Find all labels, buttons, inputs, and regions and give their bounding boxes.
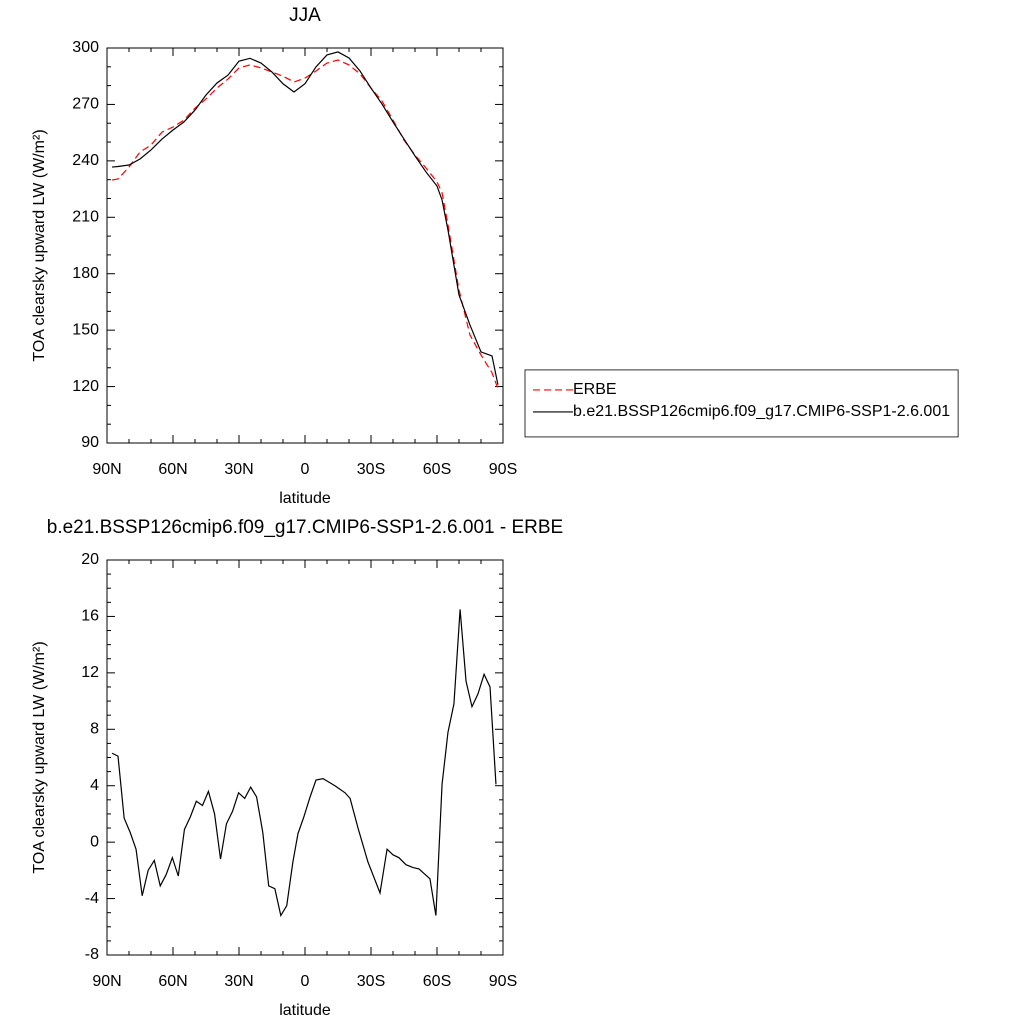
x-tick-label: 90N	[92, 461, 121, 478]
x-tick-label: 30S	[357, 461, 385, 478]
data-line	[112, 51, 499, 385]
x-axis-label: latitude	[279, 1002, 331, 1019]
x-axis-label: latitude	[279, 490, 331, 507]
plot-frame	[106, 47, 504, 444]
y-tick-label: 8	[90, 721, 99, 738]
y-tick-label: 300	[72, 39, 99, 56]
x-tick-label: 30N	[224, 461, 253, 478]
y-tick-label: 20	[81, 551, 99, 568]
data-line	[111, 59, 499, 389]
y-tick-label: 0	[90, 833, 99, 850]
y-tick-label: 90	[81, 434, 99, 451]
data-line	[111, 609, 497, 918]
legend-label: ERBE	[573, 381, 617, 398]
x-tick-label: 60N	[158, 461, 187, 478]
x-tick-label: 30N	[224, 973, 253, 990]
y-tick-label: -8	[85, 946, 99, 963]
x-tick-label: 0	[301, 461, 310, 478]
y-axis-label: TOA clearsky upward LW (W/m²)	[31, 129, 48, 361]
y-tick-label: 12	[81, 664, 99, 681]
y-tick-label: 150	[72, 321, 99, 338]
y-tick-label: 16	[81, 608, 99, 625]
legend-label: b.e21.BSSP126cmip6.f09_g17.CMIP6-SSP1-2.…	[573, 403, 950, 420]
x-tick-label: 30S	[357, 973, 385, 990]
legend-box	[524, 369, 959, 438]
x-tick-label: 90S	[489, 461, 517, 478]
x-tick-label: 0	[301, 973, 310, 990]
y-tick-label: 240	[72, 152, 99, 169]
y-tick-label: 180	[72, 265, 99, 282]
y-tick-label: -4	[85, 890, 99, 907]
y-tick-label: 120	[72, 378, 99, 395]
x-tick-label: 90S	[489, 973, 517, 990]
chart-title: b.e21.BSSP126cmip6.f09_g17.CMIP6-SSP1-2.…	[47, 517, 563, 538]
x-tick-label: 60N	[158, 973, 187, 990]
x-tick-label: 90N	[92, 973, 121, 990]
y-tick-label: 210	[72, 209, 99, 226]
y-tick-label: 270	[72, 96, 99, 113]
x-tick-label: 60S	[423, 973, 451, 990]
chart-title: JJA	[289, 5, 321, 26]
y-tick-label: 4	[90, 777, 99, 794]
plot-frame	[106, 559, 504, 956]
x-tick-label: 60S	[423, 461, 451, 478]
y-axis-label: TOA clearsky upward LW (W/m²)	[31, 641, 48, 873]
